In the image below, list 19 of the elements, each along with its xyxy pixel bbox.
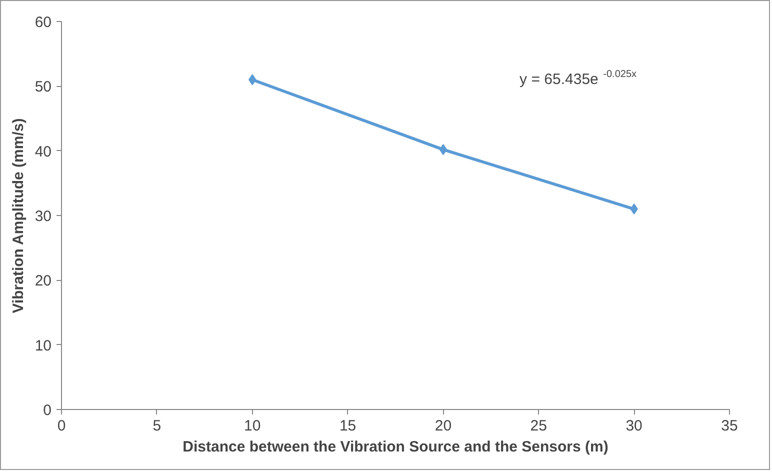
x-tick-label: 35	[721, 418, 738, 434]
x-axis-title: Distance between the Vibration Source and the Sensors (m)	[182, 438, 608, 456]
x-tick-label: 0	[57, 418, 66, 434]
y-tick-label: 50	[34, 78, 52, 96]
x-tick-label: 20	[434, 418, 452, 434]
y-tick-label: 60	[34, 14, 52, 31]
annotation: y = 65.435e-0.025x	[520, 69, 637, 88]
y-tick-label: 40	[34, 143, 52, 160]
x-tick-label: 5	[152, 418, 162, 434]
x-tick-label: 15	[339, 418, 356, 434]
point	[439, 144, 448, 156]
y-axis-title: Vibration Amplitude (mm/s)	[10, 118, 27, 314]
y-tick-label: 30	[34, 208, 52, 225]
y-tick-label: 0	[43, 402, 52, 419]
x-tick-label: 25	[530, 418, 547, 434]
y-tick-label: 20	[34, 272, 52, 290]
x-tick-label: 30	[626, 418, 642, 434]
y-tick-label: 10	[34, 337, 52, 354]
x-tick-label: 10	[244, 418, 261, 434]
